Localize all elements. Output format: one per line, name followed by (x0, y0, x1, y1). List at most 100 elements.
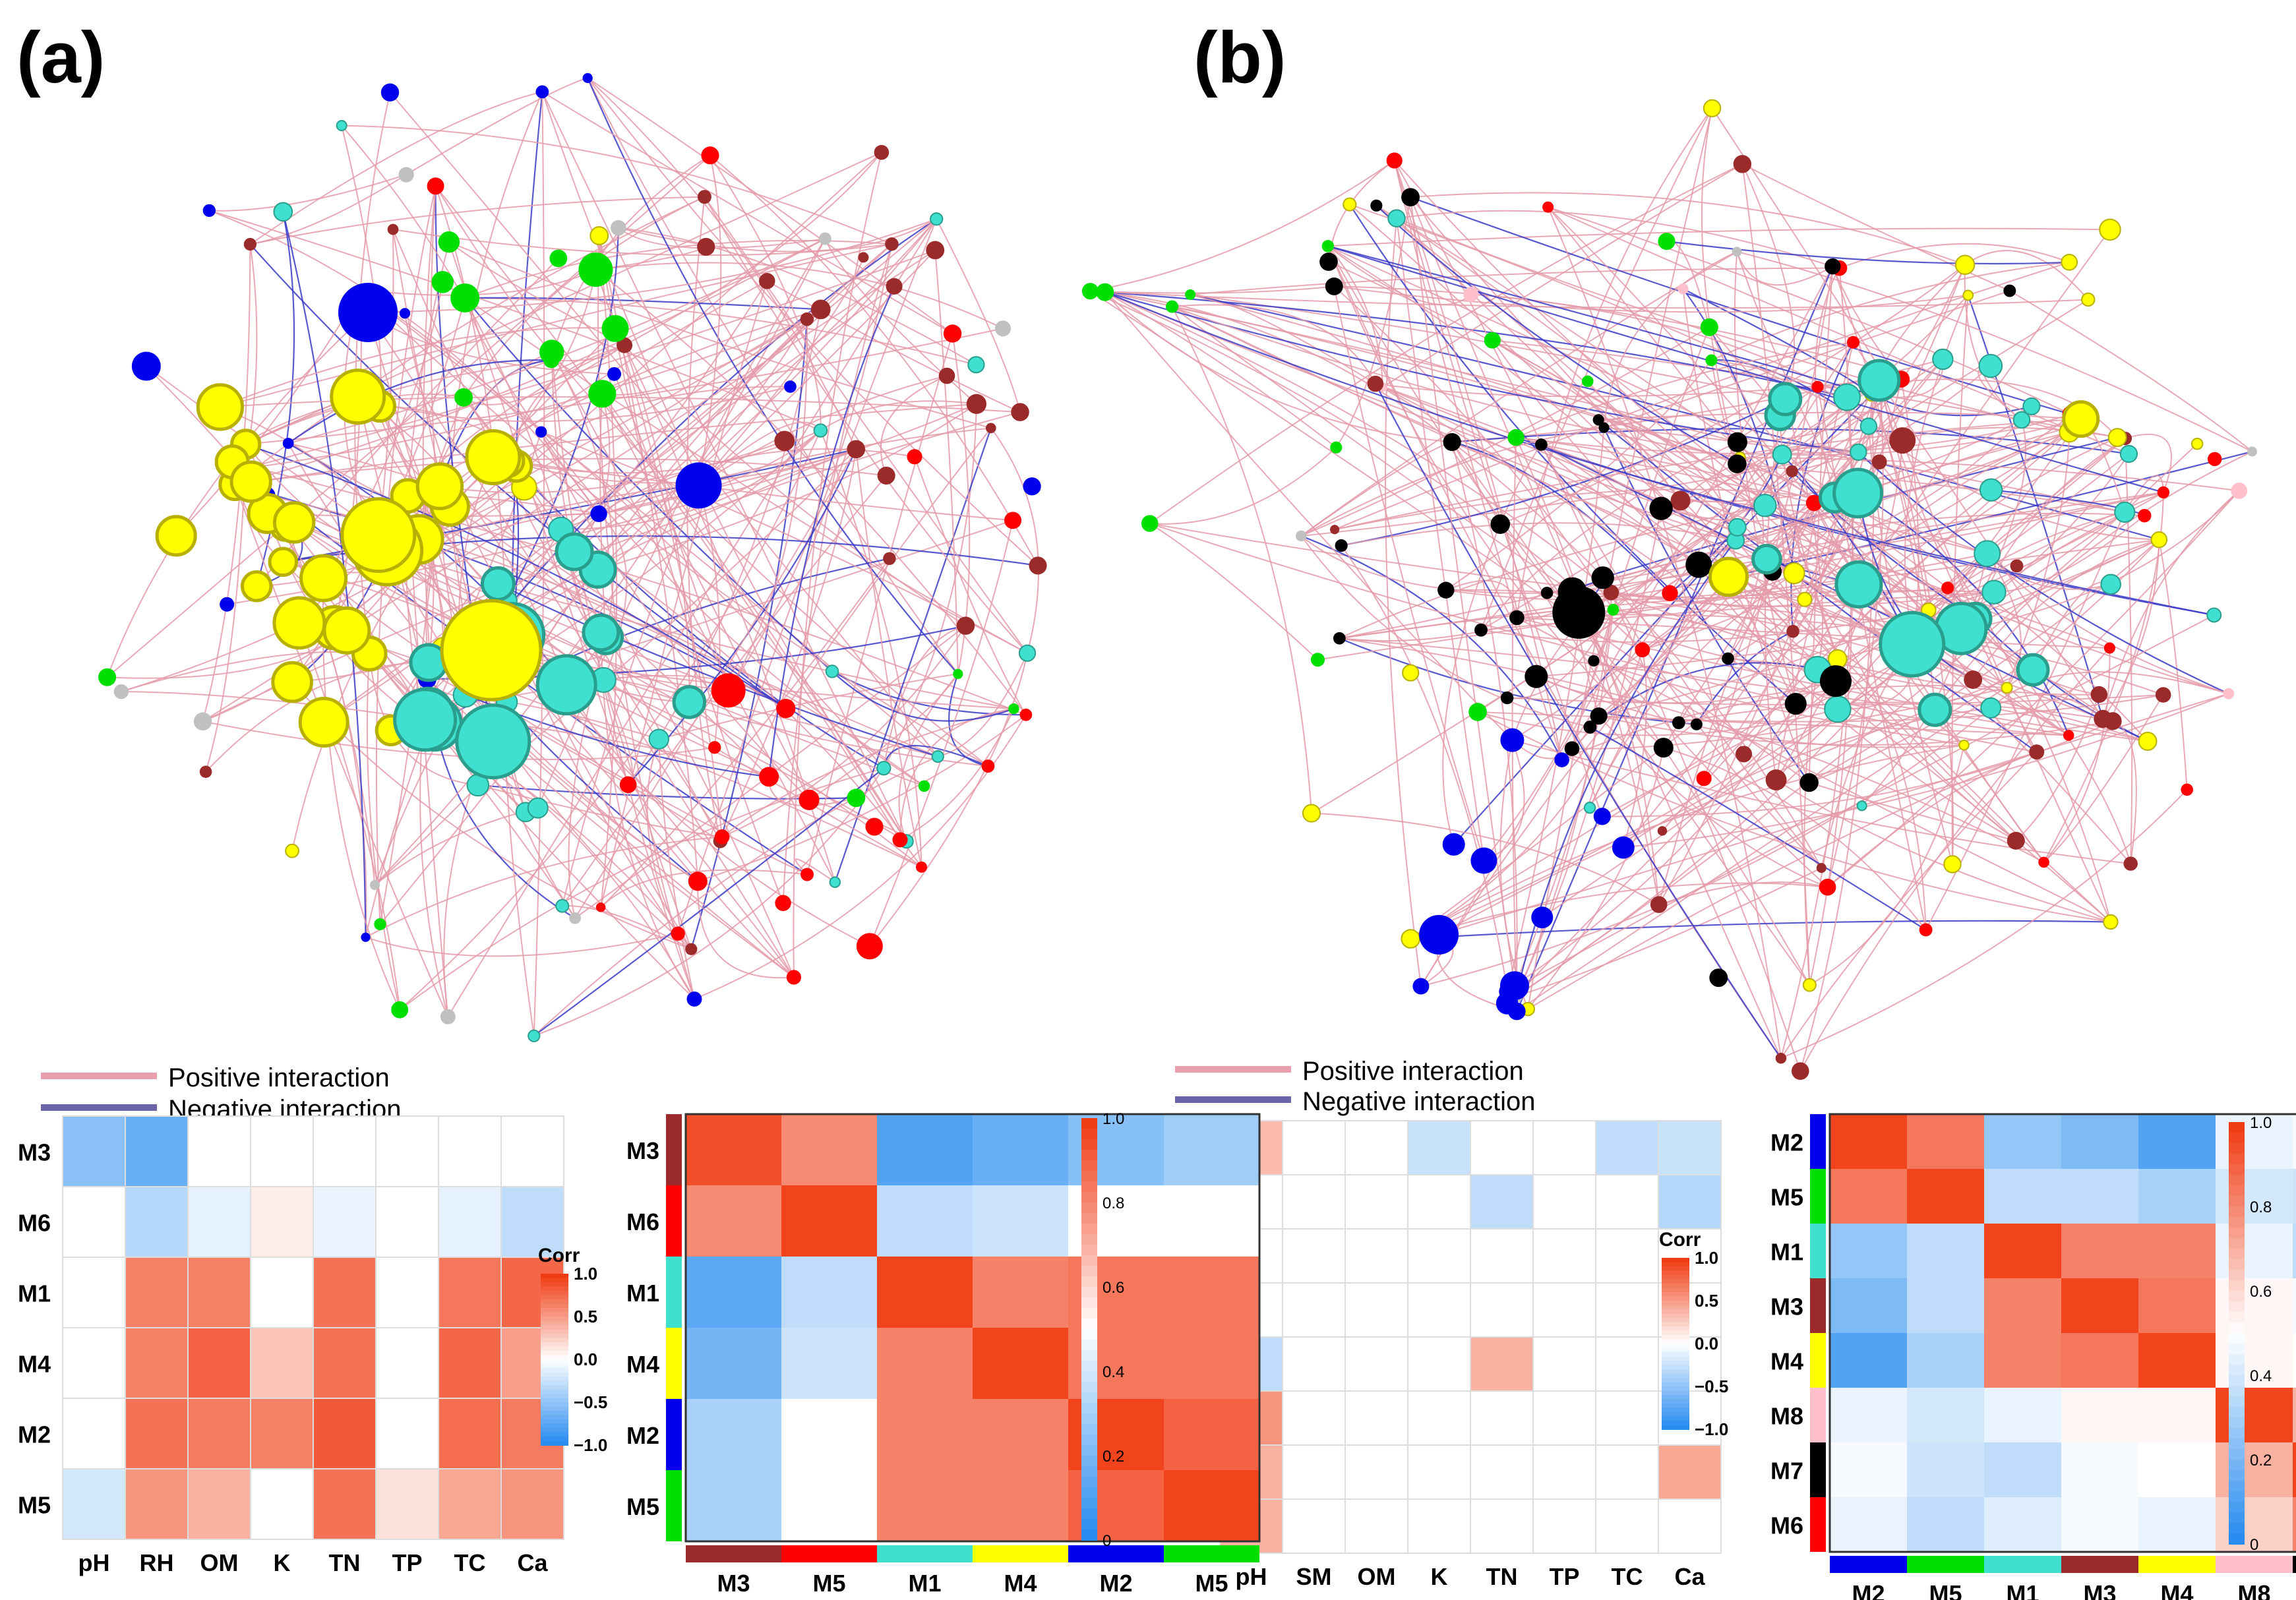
colorbar-segment (541, 1389, 568, 1394)
network-node (688, 872, 708, 891)
env-col-label: TP (392, 1549, 422, 1576)
positive-edge (1515, 436, 1987, 554)
env-cell (1470, 1498, 1534, 1554)
positive-edge (1382, 163, 1743, 388)
colorbar-segment (541, 1432, 568, 1437)
module-cell (2216, 1333, 2293, 1388)
env-cell (1407, 1174, 1471, 1230)
network-node (1879, 610, 1946, 678)
network-node (438, 231, 460, 253)
module-cell (2138, 1442, 2216, 1497)
colorbar-segment (1081, 1519, 1097, 1530)
network-node (590, 505, 607, 522)
positive-edge (1149, 523, 1319, 661)
positive-edge (1809, 782, 2016, 842)
colorbar-segment (541, 1338, 568, 1343)
env-cell (1658, 1120, 1722, 1175)
colorbar-segment (1662, 1421, 1689, 1426)
colorbar-segment (541, 1308, 568, 1313)
module-row-label: M7 (1770, 1458, 1803, 1485)
network-node (415, 462, 464, 510)
env-cell (62, 1115, 126, 1187)
module-row-color (1810, 1169, 1826, 1224)
positive-edge (598, 448, 857, 515)
module-cell (1164, 1257, 1259, 1328)
positive-edge (540, 431, 810, 801)
env-cell (250, 1398, 314, 1469)
colorbar-segment (541, 1329, 568, 1334)
module-cell (2138, 1278, 2216, 1333)
positive-edge (1410, 453, 2130, 939)
colorbar-segment (1662, 1270, 1689, 1276)
positive-edge (245, 249, 936, 469)
positive-edge (598, 430, 822, 515)
network-node (1598, 422, 1610, 433)
colorbar-segment (1662, 1330, 1689, 1336)
colorbar-segment (1662, 1352, 1689, 1357)
module-row-color (666, 1470, 682, 1541)
colorbar-segment (541, 1303, 568, 1309)
positive-edge (1190, 267, 1840, 295)
colorbar-segment (1081, 1498, 1097, 1509)
colorbar-segment (1081, 1508, 1097, 1520)
negative-edge (1516, 266, 1834, 1012)
positive-edge (1598, 419, 2229, 695)
positive-edge (698, 485, 721, 748)
module-row-color (666, 1257, 682, 1328)
module-col-label: M1 (2006, 1580, 2039, 1600)
colorbar-segment (541, 1380, 568, 1386)
positive-edge (1149, 446, 1337, 525)
module-row-label: M4 (1770, 1348, 1803, 1375)
network-node (1918, 692, 1952, 727)
colorbar-segment (2229, 1175, 2245, 1186)
colorbar-title: Corr (538, 1245, 580, 1266)
colorbar-segment (1662, 1425, 1689, 1430)
positive-edge (1480, 441, 1738, 631)
positive-edge (1794, 572, 1927, 930)
network-node (229, 460, 272, 503)
colorbar-segment (1081, 1445, 1097, 1456)
network-node (2094, 709, 2112, 728)
network-node (1811, 380, 1824, 393)
colorbar-segment (2229, 1491, 2245, 1502)
network-node (885, 237, 899, 251)
network-node (701, 146, 719, 165)
network-node (440, 599, 543, 701)
positive-edge (1739, 456, 2239, 492)
colorbar-segment (2229, 1533, 2245, 1545)
positive-edge (1172, 306, 1740, 458)
network-node (675, 462, 722, 509)
colorbar-segment (2229, 1428, 2245, 1439)
network-node (876, 761, 891, 776)
colorbar-segment (541, 1368, 568, 1373)
colorbar-segment (2229, 1512, 2245, 1524)
positive-edge (209, 210, 821, 431)
network-node (2190, 437, 2204, 450)
colorbar-tick: 0 (2250, 1536, 2258, 1554)
network-node (1703, 99, 1722, 117)
env-cell (1532, 1390, 1596, 1446)
network-node (1591, 566, 1614, 589)
colorbar-segment (1081, 1403, 1097, 1414)
network-node (1954, 254, 1976, 275)
colorbar-segment (1662, 1288, 1689, 1293)
positive-edge (1986, 553, 2022, 688)
colorbar-segment (541, 1428, 568, 1433)
env-col-label: TN (1486, 1563, 1518, 1590)
env-cell (1595, 1498, 1659, 1554)
module-cell (1164, 1328, 1259, 1399)
positive-edge (1410, 197, 1517, 997)
network-node (874, 144, 890, 160)
env-cell (375, 1115, 439, 1187)
network-node (1727, 432, 1747, 452)
colorbar-segment (541, 1278, 568, 1283)
network-node (892, 832, 908, 848)
network-node (1819, 878, 1836, 896)
network-node (1650, 896, 1668, 913)
negative-edge (1682, 288, 1796, 574)
env-col-label: Ca (1674, 1563, 1705, 1590)
network-node (1603, 584, 1619, 601)
network-node (1943, 855, 1962, 874)
positive-edge (1445, 359, 1712, 591)
network-node (943, 324, 962, 343)
